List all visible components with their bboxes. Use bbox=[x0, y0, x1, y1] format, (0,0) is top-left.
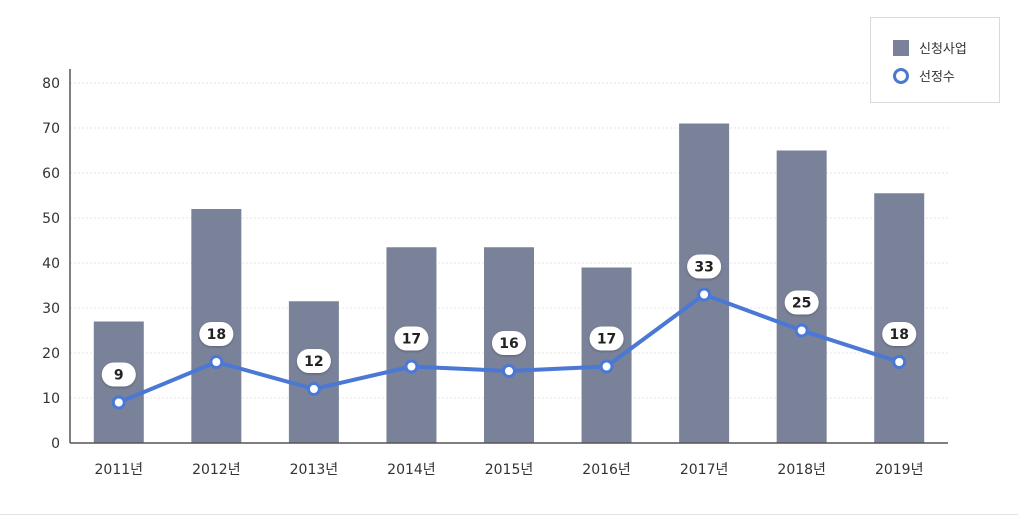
data-label-text: 12 bbox=[304, 354, 323, 370]
data-label-bubble bbox=[882, 322, 917, 346]
y-tick-label: 0 bbox=[51, 436, 60, 452]
legend-item-line: 선정수 bbox=[893, 66, 955, 85]
line-point bbox=[794, 323, 809, 338]
data-label: 18 bbox=[882, 322, 917, 346]
legend-label-bar: 신청사업 bbox=[919, 42, 967, 57]
line-marker-icon bbox=[893, 67, 909, 84]
line-series bbox=[111, 287, 907, 410]
y-tick-label: 40 bbox=[42, 256, 60, 272]
bar bbox=[679, 123, 730, 443]
x-tick-label: 2016년 bbox=[582, 462, 631, 478]
bottom-divider bbox=[0, 514, 1018, 515]
x-tick-label: 2011년 bbox=[95, 462, 144, 478]
x-tick-label: 2014년 bbox=[387, 462, 436, 478]
bar bbox=[874, 193, 925, 443]
line-point bbox=[599, 359, 614, 374]
data-label-text: 18 bbox=[207, 327, 226, 343]
legend-item-bar: 신청사업 bbox=[893, 38, 967, 57]
data-label-text: 17 bbox=[402, 332, 421, 348]
data-label: 33 bbox=[687, 254, 722, 279]
data-label-text: 33 bbox=[694, 260, 713, 276]
data-label-bubble bbox=[589, 326, 624, 351]
y-tick-label: 30 bbox=[42, 301, 60, 317]
x-tick-label: 2012년 bbox=[192, 462, 241, 478]
data-label-text: 25 bbox=[792, 296, 811, 312]
y-tick-label: 60 bbox=[42, 166, 60, 182]
x-tick-label: 2019년 bbox=[875, 462, 924, 478]
data-label: 18 bbox=[199, 322, 234, 346]
bar-swatch-icon bbox=[893, 39, 909, 56]
x-tick-label: 2018년 bbox=[777, 462, 826, 478]
data-label-text: 16 bbox=[499, 336, 518, 352]
line-point bbox=[404, 359, 419, 374]
bar-series bbox=[93, 123, 925, 443]
data-label-text: 18 bbox=[889, 327, 908, 343]
data-label: 17 bbox=[589, 326, 624, 351]
legend-label-line: 선정수 bbox=[919, 70, 955, 85]
line-point bbox=[697, 287, 712, 302]
data-label: 17 bbox=[394, 326, 429, 351]
data-label-bubble bbox=[296, 349, 331, 373]
data-label-bubble bbox=[784, 290, 819, 315]
data-label: 25 bbox=[784, 290, 819, 315]
data-label: 12 bbox=[296, 349, 331, 373]
x-tick-label: 2013년 bbox=[290, 462, 339, 478]
y-tick-label: 10 bbox=[42, 391, 60, 407]
line-point bbox=[892, 355, 907, 369]
data-label-bubble bbox=[101, 362, 136, 387]
y-tick-label: 70 bbox=[42, 121, 60, 137]
data-label-text: 17 bbox=[597, 332, 616, 348]
axes: 0 10 20 30 40 50 60 70 80 2011년 2012년 2013년 2014년 201… bbox=[42, 69, 948, 478]
data-labels: 9 18 12 17 16 17 33 25 18 bbox=[101, 254, 917, 387]
x-tick-label: 2015년 bbox=[485, 462, 534, 478]
data-label-bubble bbox=[394, 326, 429, 351]
line-point bbox=[306, 382, 321, 396]
data-label: 9 bbox=[101, 362, 136, 387]
y-tick-label: 50 bbox=[42, 211, 60, 227]
data-label-bubble bbox=[687, 254, 722, 279]
line-point bbox=[502, 364, 516, 378]
data-label-bubble bbox=[492, 331, 526, 355]
y-tick-label: 80 bbox=[42, 76, 60, 92]
data-label-text: 9 bbox=[114, 368, 124, 384]
x-tick-label: 2017년 bbox=[680, 462, 729, 478]
line-point bbox=[209, 355, 224, 369]
data-label: 16 bbox=[492, 331, 526, 355]
line-point bbox=[111, 395, 126, 410]
data-label-bubble bbox=[199, 322, 234, 346]
y-tick-label: 20 bbox=[42, 346, 60, 362]
legend: 신청사업 선정수 bbox=[870, 17, 1000, 103]
